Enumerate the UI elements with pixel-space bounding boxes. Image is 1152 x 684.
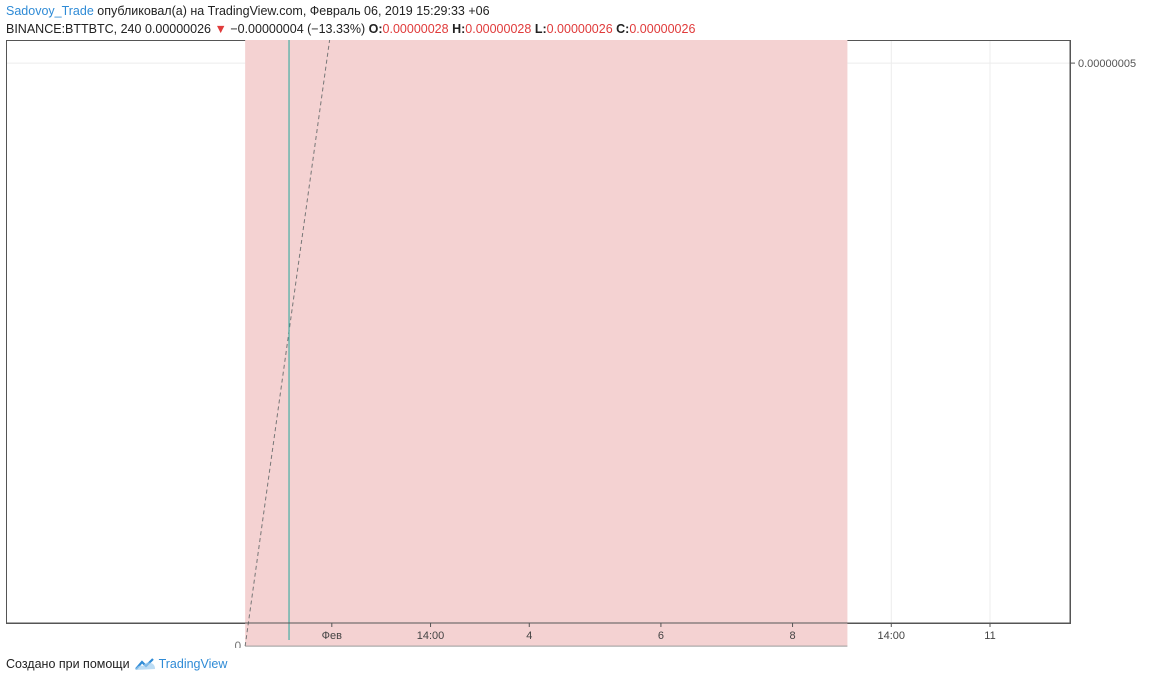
symbol-label: BINANCE:BTTBTC, 240 — [6, 22, 142, 36]
high-label: H: — [452, 22, 466, 36]
tradingview-logo[interactable]: TradingView — [134, 657, 228, 671]
change-value: −0.00000004 (−13.33%) — [230, 22, 366, 36]
tradingview-cloud-icon — [134, 658, 155, 670]
open-label: O: — [368, 22, 383, 36]
last-price: 0.00000026 — [144, 22, 211, 36]
close-value: 0.00000026 — [629, 22, 696, 36]
fib-zone-band — [245, 0, 848, 647]
time-axis-label: 11 — [984, 630, 995, 642]
close-label: C: — [616, 22, 630, 36]
chart-area[interactable]: 1.27210.7860.6180.50.3820.2360(1)(2)(3)(… — [6, 0, 1146, 653]
price-chart[interactable]: 1.27210.7860.6180.50.3820.2360(1)(2)(3)(… — [6, 0, 1146, 653]
tradingview-brand: TradingView — [158, 657, 228, 671]
high-value: 0.00000028 — [465, 22, 532, 36]
fib-level-label: 0 — [234, 639, 241, 648]
published-text: опубликовал(а) на TradingView.com, Февра… — [97, 4, 490, 18]
low-value: 0.00000026 — [546, 22, 613, 36]
time-axis-label: 6 — [658, 630, 664, 642]
down-arrow-icon: ▼ — [214, 22, 227, 36]
time-axis-label: 8 — [789, 630, 795, 642]
open-value: 0.00000028 — [382, 22, 449, 36]
created-with-text: Создано при помощи — [6, 657, 130, 671]
symbol-legend: BINANCE:BTTBTC, 240 0.00000026 ▼ −0.0000… — [6, 22, 695, 36]
chart-attribution: Sadovoy_Trade опубликовал(а) на TradingV… — [6, 4, 490, 18]
footer: Создано при помощи TradingView — [6, 657, 227, 671]
price-axis-label: 0.00000005 — [1078, 58, 1136, 70]
time-axis-label: Фев — [322, 630, 342, 642]
time-axis-label: 14:00 — [878, 630, 906, 642]
time-axis-label: 14:00 — [417, 630, 445, 642]
author-link[interactable]: Sadovoy_Trade — [6, 4, 94, 18]
low-label: L: — [534, 22, 547, 36]
time-axis-label: 4 — [526, 630, 532, 642]
